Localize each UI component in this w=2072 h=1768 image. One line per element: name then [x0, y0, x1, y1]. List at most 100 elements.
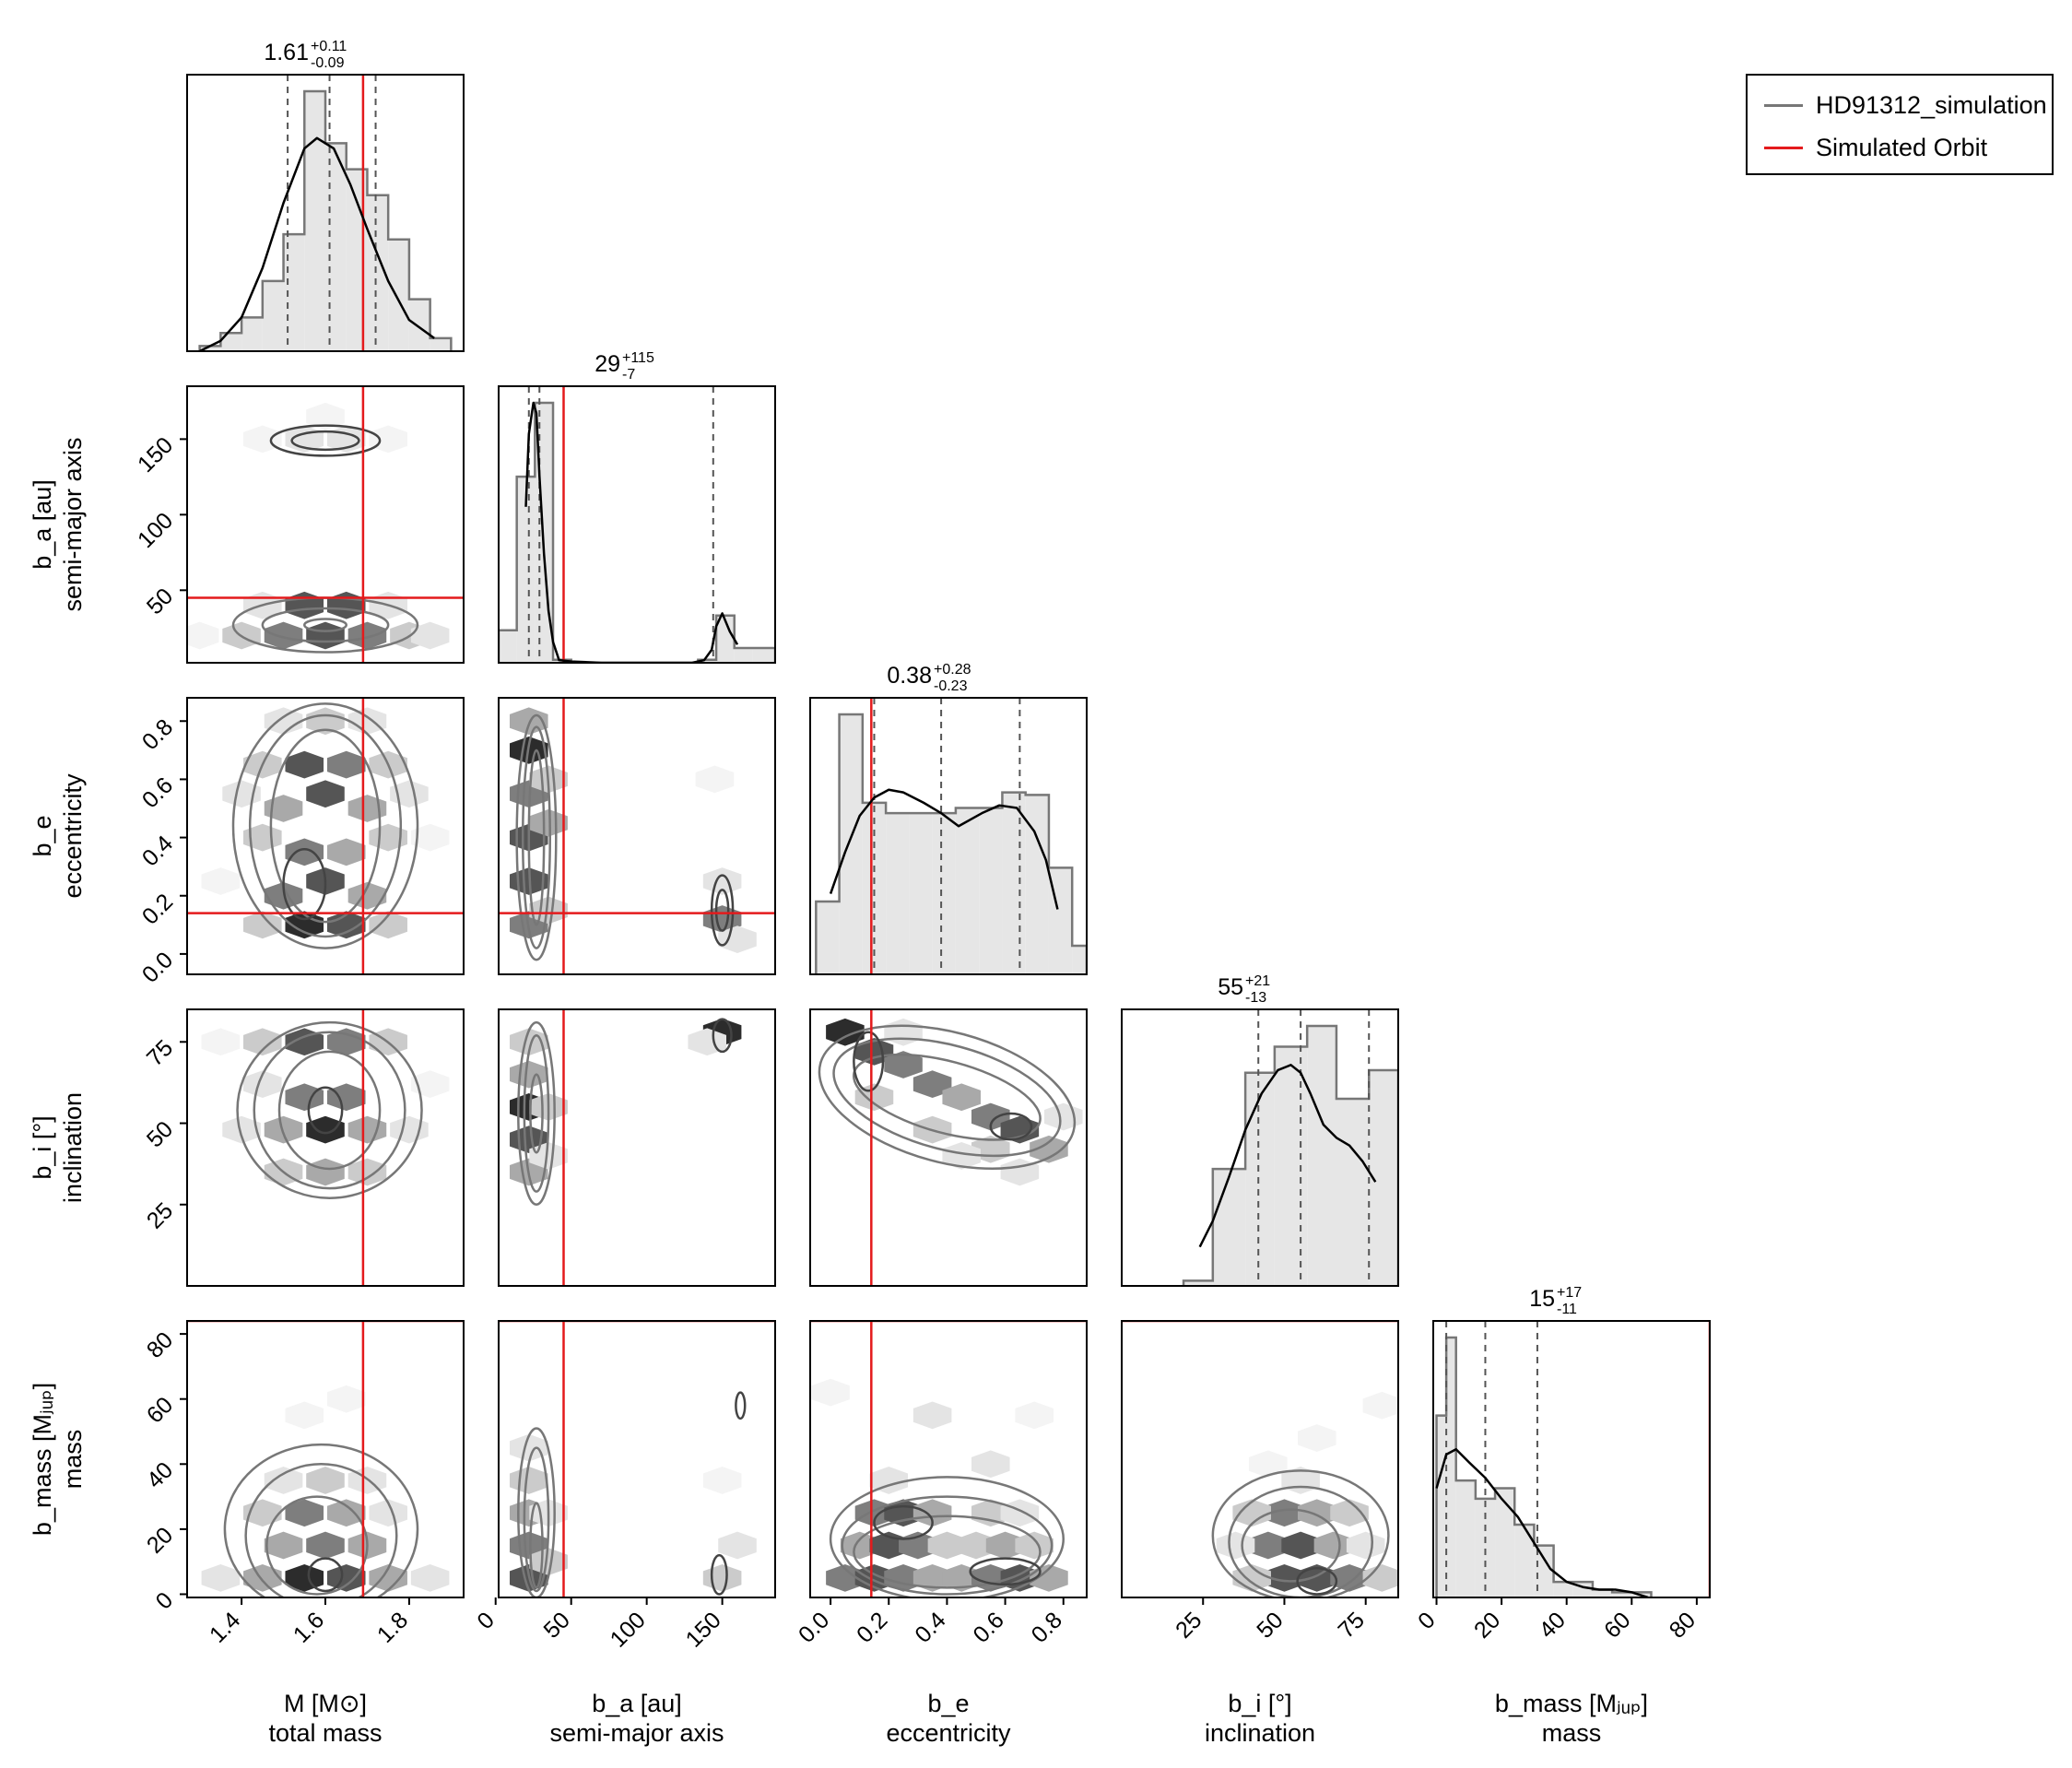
- x-tick-label-b_e: 0.4: [910, 1607, 950, 1647]
- contour-b_a-b_mass: [710, 1553, 728, 1596]
- hist-outline-M: [198, 89, 453, 351]
- hist-bar-b_i: [1274, 1046, 1308, 1286]
- pair-panel-b_i-b_mass: [1122, 1321, 1398, 1597]
- kde-curve-M: [199, 136, 435, 351]
- hexbin-b_e-b_mass: [1015, 1401, 1054, 1430]
- legend-label-simulation: HD91312_simulation: [1816, 90, 2047, 119]
- hist-bar-b_e: [1002, 792, 1026, 974]
- hist-bar-M: [199, 346, 221, 351]
- contour-b_a-b_e: [515, 713, 558, 961]
- x-tick-label-b_mass: 80: [1665, 1607, 1701, 1643]
- legend: HD91312_simulation Simulated Orbit: [1746, 74, 2054, 175]
- hexbin-M-b_mass: [326, 1499, 366, 1527]
- y-tick-label-b_a: 150: [133, 432, 178, 477]
- y-tick-label-b_mass: 20: [142, 1522, 178, 1558]
- hexbin-M-b_i: [222, 1115, 261, 1144]
- hexbin-b_a-b_mass: [510, 1467, 548, 1494]
- hexbin-M-b_e: [285, 911, 324, 939]
- hexbin-b_i-b_mass: [1265, 1563, 1304, 1592]
- contour-M-b_e: [282, 847, 327, 921]
- hexbin-M-b_i: [390, 1115, 429, 1144]
- pair-panel-b_a-b_mass: [499, 1321, 775, 1597]
- x-tick-label-b_mass: 60: [1599, 1607, 1635, 1643]
- title-minus-b_e: -0.23: [934, 678, 968, 694]
- pair-panel-M-b_i: [201, 1009, 450, 1286]
- hexbin-M-b_a: [326, 591, 366, 619]
- title-minus-b_mass: -11: [1557, 1302, 1577, 1317]
- hist-bar-b_a: [752, 647, 775, 663]
- hexbin-b_e-b_mass: [971, 1499, 1010, 1527]
- legend-item-simulation: HD91312_simulation: [1764, 87, 2047, 124]
- y-axis-label-b_a: b_a [au]: [29, 479, 56, 570]
- pair-panel-M-b_a: [187, 386, 464, 663]
- y-tick-label-b_e: 0.2: [137, 889, 178, 929]
- title-median-M: 1.61: [264, 40, 309, 65]
- y-tick-label-b_i: 50: [142, 1116, 178, 1152]
- contour-b_i-b_mass: [1211, 1469, 1390, 1597]
- contour-b_a-b_mass: [517, 1427, 556, 1597]
- hexbin-b_e-b_i: [1000, 1115, 1040, 1144]
- hist-bar-M: [220, 333, 242, 351]
- hexbin-b_e-b_mass: [985, 1531, 1025, 1560]
- x-tick-label-b_a: 100: [606, 1607, 651, 1652]
- panel-frame-b_a: [498, 385, 776, 664]
- hexbin-b_i-b_mass: [1313, 1531, 1353, 1560]
- contour-b_a-b_i: [712, 1018, 733, 1054]
- hexbin-M-b_a: [243, 425, 282, 454]
- hexbin-M-b_e: [347, 795, 387, 822]
- y-tick-label-b_i: 75: [142, 1035, 178, 1071]
- hexbin-M-b_e: [264, 795, 303, 822]
- legend-item-simulated-orbit: Simulated Orbit: [1764, 129, 1987, 166]
- hist-bar-b_i: [1336, 1098, 1370, 1286]
- title-minus-b_i: -13: [1245, 990, 1266, 1006]
- hist-bar-M: [408, 299, 430, 351]
- hexbin-M-b_i: [326, 1028, 366, 1056]
- hexbin-M-b_i: [243, 1028, 282, 1056]
- x-tick-label-M: 1.6: [288, 1607, 329, 1647]
- hist-bar-b_e: [955, 807, 980, 974]
- hist-bar-M: [262, 280, 284, 351]
- hexbin-b_a-b_mass: [529, 1548, 568, 1576]
- y-axis-desc-b_i: inclination: [59, 1092, 87, 1203]
- hexbin-M-b_a: [306, 402, 345, 430]
- hexbin-M-b_mass: [326, 1563, 366, 1592]
- hexbin-M-b_e: [306, 707, 345, 736]
- hist-outline-b_a: [499, 401, 775, 663]
- hexbin-b_e-b_i: [912, 1070, 952, 1099]
- x-tick-label-b_a: 0: [472, 1607, 500, 1634]
- hexbin-M-b_e: [369, 911, 407, 939]
- contour-b_a-b_mass: [523, 1446, 550, 1593]
- x-tick-label-b_i: 75: [1333, 1607, 1369, 1643]
- kde-curve-b_e: [829, 788, 1059, 910]
- x-tick-label-b_e: 0.0: [794, 1607, 834, 1647]
- hexbin-M-b_mass: [369, 1499, 407, 1527]
- x-tick-label-M: 1.8: [372, 1607, 413, 1647]
- x-tick-label-b_e: 0.2: [852, 1607, 892, 1647]
- hist-bar-M: [241, 317, 263, 351]
- hexbin-b_a-b_mass: [718, 1531, 757, 1560]
- hist-bar-b_e: [862, 802, 887, 974]
- x-axis-label-b_i: b_i [°]: [1228, 1690, 1291, 1717]
- title-median-b_i: 55: [1218, 974, 1243, 1000]
- kde-curve-b_i: [1198, 1064, 1377, 1248]
- hexbin-M-b_mass: [201, 1563, 241, 1592]
- hist-bar-M: [430, 337, 452, 351]
- hexbin-M-b_a: [285, 591, 324, 619]
- hexbin-M-b_e: [285, 750, 324, 779]
- hist-bar-b_mass: [1475, 1498, 1496, 1597]
- title-plus-b_i: +21: [1245, 973, 1270, 989]
- contour-b_a-b_e: [527, 748, 546, 926]
- x-tick-label-b_i: 50: [1252, 1607, 1288, 1643]
- contour-M-b_mass: [265, 1495, 369, 1596]
- x-tick-label-b_mass: 40: [1534, 1607, 1570, 1643]
- panel-frame-M: [186, 74, 465, 352]
- hexbin-M-b_mass: [285, 1499, 324, 1527]
- hexbin-M-b_i: [285, 1028, 324, 1056]
- hexbin-b_e-b_i: [826, 1018, 865, 1046]
- hexbin-M-b_i: [326, 1083, 366, 1112]
- hist-bar-b_e: [1072, 945, 1087, 974]
- hexbin-b_e-b_i: [1030, 1135, 1068, 1163]
- hist-bar-b_a: [734, 647, 753, 663]
- hexbin-b_e-b_mass: [884, 1499, 923, 1527]
- hexbin-b_i-b_mass: [1249, 1450, 1288, 1479]
